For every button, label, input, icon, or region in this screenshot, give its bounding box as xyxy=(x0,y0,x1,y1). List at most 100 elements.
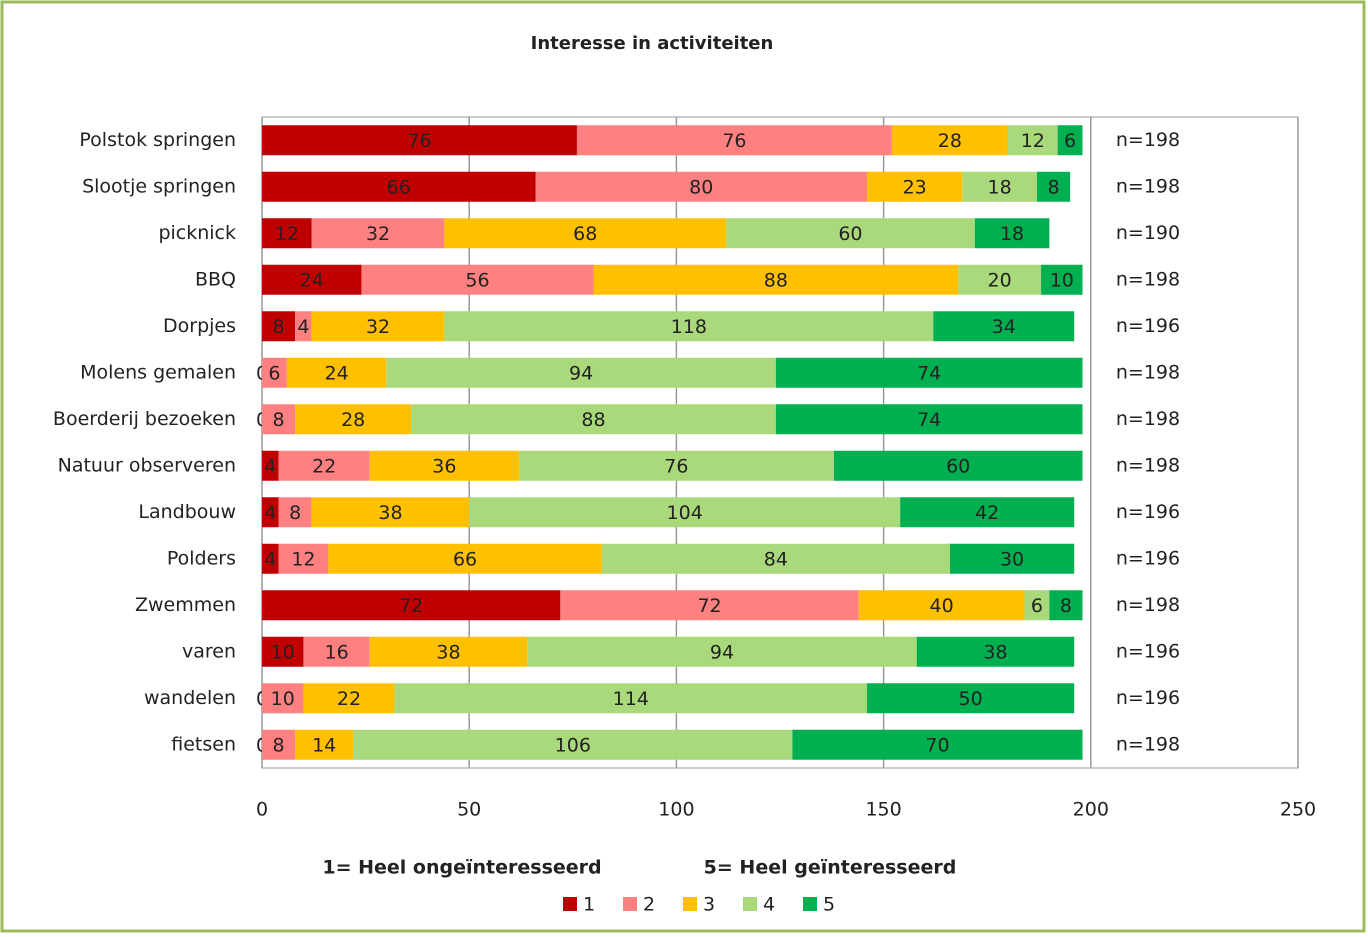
y-tick-label: Boerderij bezoeken xyxy=(53,408,236,430)
bar-segment xyxy=(295,404,412,435)
data-label: 80 xyxy=(689,176,713,198)
data-label: 60 xyxy=(946,455,970,477)
bar-segment xyxy=(726,218,975,249)
data-label: 12 xyxy=(291,548,315,570)
bar-segment xyxy=(262,590,561,621)
data-label: 106 xyxy=(555,734,591,756)
data-label: 8 xyxy=(273,409,285,431)
legend-swatch xyxy=(803,897,817,911)
y-tick-label: Zwemmen xyxy=(135,594,236,616)
annotation: n=196 xyxy=(1116,547,1180,569)
legend-label: 2 xyxy=(643,894,655,916)
data-label: 24 xyxy=(300,269,324,291)
data-label: 23 xyxy=(903,176,927,198)
bar-segment xyxy=(262,729,296,760)
bar-segment xyxy=(262,171,536,202)
bar-segment xyxy=(369,450,519,481)
data-label: 4 xyxy=(264,548,276,570)
data-label: 88 xyxy=(581,409,605,431)
annotation: n=196 xyxy=(1116,315,1180,337)
annotation: n=198 xyxy=(1116,175,1180,197)
bar-segment xyxy=(1049,590,1083,621)
bar-segment xyxy=(295,311,312,342)
annotation: n=198 xyxy=(1116,268,1180,290)
data-label: 94 xyxy=(569,362,593,384)
data-label: 66 xyxy=(387,176,411,198)
bar-segment xyxy=(1024,590,1050,621)
data-label: 38 xyxy=(378,502,402,524)
bar-segment xyxy=(867,683,1075,714)
bar-segment xyxy=(867,171,963,202)
data-label: 34 xyxy=(992,316,1016,338)
data-label: 30 xyxy=(1000,548,1024,570)
data-label: 84 xyxy=(764,548,788,570)
annotation: n=198 xyxy=(1116,129,1180,151)
data-label: 74 xyxy=(917,409,941,431)
annotation: n=198 xyxy=(1116,594,1180,616)
data-label: 50 xyxy=(959,688,983,710)
annotation: n=196 xyxy=(1116,640,1180,662)
data-label: 76 xyxy=(722,130,746,152)
bar-segment xyxy=(353,729,793,760)
data-label: 14 xyxy=(312,734,336,756)
x-tick-label: 250 xyxy=(1280,799,1316,821)
bar-segment xyxy=(891,125,1008,156)
data-label: 22 xyxy=(312,455,336,477)
annotation: n=198 xyxy=(1116,408,1180,430)
bar-segment xyxy=(262,357,287,388)
y-tick-label: wandelen xyxy=(144,687,236,709)
data-label: 10 xyxy=(271,641,295,663)
data-label: 72 xyxy=(697,595,721,617)
bar-segment xyxy=(775,357,1083,388)
subtitle: 5= Heel geïnteresseerd xyxy=(704,857,957,879)
bar-segment xyxy=(262,218,312,249)
bar-segment xyxy=(311,311,445,342)
legend-swatch xyxy=(623,897,637,911)
bar-segment xyxy=(411,404,776,435)
data-label: 16 xyxy=(324,641,348,663)
bar-segment xyxy=(394,683,868,714)
annotation: n=196 xyxy=(1116,501,1180,523)
bar-segment xyxy=(958,264,1042,295)
bar-segment xyxy=(303,683,395,714)
data-label: 22 xyxy=(337,688,361,710)
data-label: 88 xyxy=(764,269,788,291)
data-label: 94 xyxy=(710,641,734,663)
x-tick-label: 150 xyxy=(865,799,901,821)
data-label: 38 xyxy=(436,641,460,663)
bar-segment xyxy=(933,311,1075,342)
data-label: 4 xyxy=(264,502,276,524)
bar-segment xyxy=(469,497,901,528)
bar-segment xyxy=(444,218,727,249)
data-label: 6 xyxy=(1064,130,1076,152)
legend-label: 3 xyxy=(703,894,715,916)
bar-segment xyxy=(262,636,304,667)
bar-segment xyxy=(900,497,1075,528)
data-label: 32 xyxy=(366,223,390,245)
y-tick-label: BBQ xyxy=(195,268,236,290)
legend-swatch xyxy=(563,897,577,911)
data-label: 66 xyxy=(453,548,477,570)
data-label: 56 xyxy=(465,269,489,291)
bar-segment xyxy=(858,590,1025,621)
bar-segment xyxy=(311,218,445,249)
bar-segment xyxy=(361,264,594,295)
y-tick-label: Polstok springen xyxy=(79,129,236,151)
data-label: 118 xyxy=(671,316,707,338)
data-label: 72 xyxy=(399,595,423,617)
bar-segment xyxy=(535,171,868,202)
data-label: 38 xyxy=(983,641,1007,663)
data-label: 32 xyxy=(366,316,390,338)
bar-segment xyxy=(962,171,1037,202)
data-label: 8 xyxy=(289,502,301,524)
data-label: 114 xyxy=(613,688,649,710)
data-label: 8 xyxy=(1047,176,1059,198)
bar-segment xyxy=(262,125,577,156)
data-label: 20 xyxy=(988,269,1012,291)
data-label: 28 xyxy=(938,130,962,152)
data-label: 12 xyxy=(275,223,299,245)
bar-segment xyxy=(328,543,602,574)
bar-segment xyxy=(311,497,470,528)
bar-segment xyxy=(444,311,934,342)
